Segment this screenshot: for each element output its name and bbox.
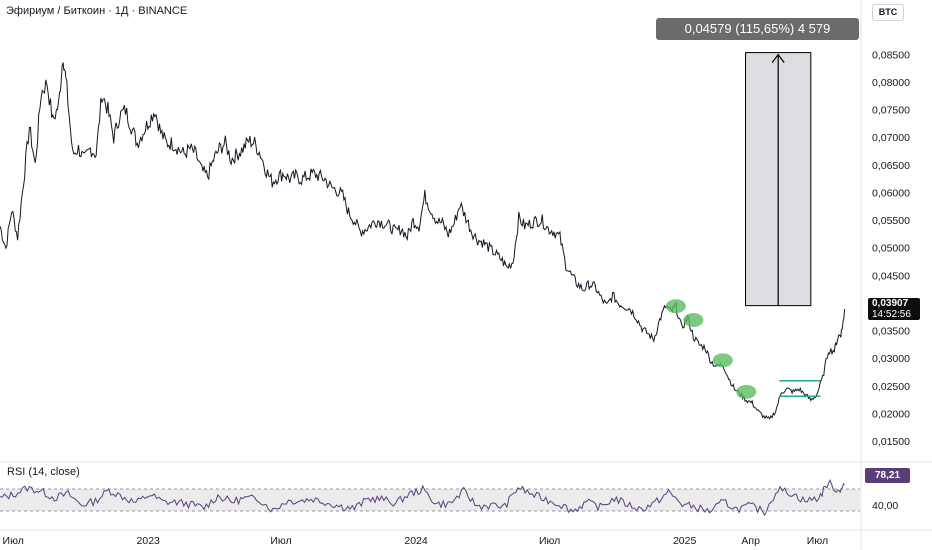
pattern-marker-dot[interactable] bbox=[665, 299, 686, 314]
price-tick-label: 0,03500 bbox=[872, 326, 910, 338]
rsi-series-line[interactable] bbox=[0, 479, 845, 517]
price-tick-label: 0,07500 bbox=[872, 105, 910, 117]
price-tick-label: 0,08500 bbox=[872, 49, 910, 61]
price-axis[interactable]: 0,01500 0,02000 0,02500 0,03000 0,03500 0,045… bbox=[860, 0, 910, 550]
time-tick-label: Июл bbox=[807, 535, 828, 547]
time-tick-label: 2025 bbox=[673, 535, 697, 547]
price-series-line[interactable] bbox=[0, 62, 846, 420]
rsi-value-tag: 78,21 bbox=[865, 468, 910, 483]
time-tick-label: Июл bbox=[539, 535, 560, 547]
price-tick-label: 0,01500 bbox=[872, 436, 910, 448]
pattern-marker-dot[interactable] bbox=[736, 384, 757, 399]
price-tick-label: 0,07000 bbox=[872, 132, 910, 144]
price-tick-label: 0,06000 bbox=[872, 187, 910, 199]
time-tick-label: 2024 bbox=[404, 535, 428, 547]
symbol-title[interactable]: Эфириум / Биткоин · 1Д · BINANCE bbox=[6, 5, 188, 17]
price-tick-label: 0,03000 bbox=[872, 353, 910, 365]
time-tick-label: 2023 bbox=[137, 535, 161, 547]
pattern-marker-dot[interactable] bbox=[712, 353, 733, 368]
currency-badge[interactable]: BTC bbox=[872, 4, 904, 21]
time-tick-label: Июл bbox=[3, 535, 24, 547]
time-tick-label: Апр bbox=[741, 535, 760, 547]
time-tick-label: Июл bbox=[270, 535, 291, 547]
price-tick-label: 0,04500 bbox=[872, 270, 910, 282]
price-tick-label: 0,02500 bbox=[872, 381, 910, 393]
last-price-tag: 0,03907 14:52:56 bbox=[868, 298, 920, 320]
rsi-level-label: 40,00 bbox=[872, 500, 898, 512]
rsi-pane[interactable] bbox=[0, 479, 860, 517]
pattern-marker-dot[interactable] bbox=[683, 313, 704, 328]
bar-countdown: 14:52:56 bbox=[872, 309, 911, 320]
measure-arrowhead bbox=[771, 53, 785, 63]
rsi-title[interactable]: RSI (14, close) bbox=[7, 466, 80, 478]
time-axis[interactable]: Июл 2023 Июл 2024 Июл 2025 Апр Июл bbox=[0, 529, 932, 547]
price-tick-label: 0,08000 bbox=[872, 77, 910, 89]
rsi-band-background bbox=[0, 489, 860, 511]
price-tick-label: 0,06500 bbox=[872, 160, 910, 172]
price-tick-label: 0,05000 bbox=[872, 243, 910, 255]
price-pane[interactable] bbox=[0, 52, 932, 463]
price-tick-label: 0,05500 bbox=[872, 215, 910, 227]
price-tick-label: 0,02000 bbox=[872, 408, 910, 420]
last-price-value: 0,03907 bbox=[872, 298, 909, 309]
measure-label: 0,04579 (115,65%) 4 579 bbox=[656, 18, 859, 40]
